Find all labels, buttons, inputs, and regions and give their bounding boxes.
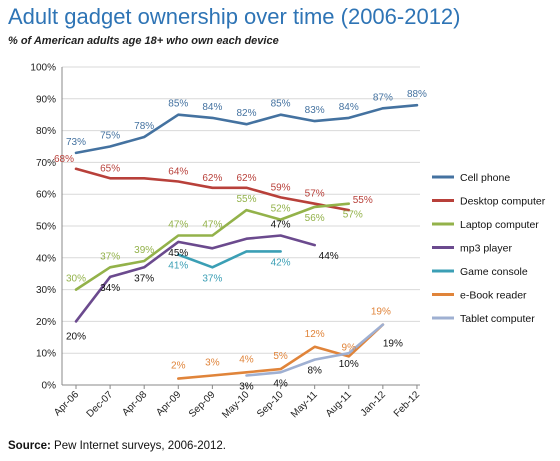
data-label: 75% (100, 131, 120, 142)
y-tick-label: 30% (36, 285, 56, 296)
data-label: 47% (202, 220, 222, 231)
data-label: 19% (383, 339, 403, 350)
data-label: 62% (202, 173, 222, 184)
data-label: 8% (307, 366, 322, 377)
x-tick-label: Apr-09 (154, 389, 183, 418)
x-tick-label: May-10 (220, 389, 252, 421)
series-lines (74, 103, 419, 380)
y-tick-label: 50% (36, 222, 56, 233)
data-label: 55% (236, 194, 256, 205)
series-line-laptop-computer (74, 202, 351, 291)
data-label: 37% (202, 273, 222, 284)
data-label: 4% (239, 354, 254, 365)
data-label: 83% (305, 105, 325, 116)
data-label: 20% (66, 331, 86, 342)
legend-label: Game console (460, 266, 528, 278)
legend-label: Cell phone (460, 172, 510, 184)
data-labels: 73% 75% 78% 85% 84% 82% 85% 83% 84% 87% 88% 68% 65% 6… (54, 89, 427, 392)
legend-label: Tablet computer (460, 313, 535, 325)
x-tick-label: Feb-12 (392, 389, 422, 419)
data-label: 5% (273, 351, 288, 362)
axes: 0% 10% 20% 30% 40% 50% 60% 70% 80% 90% 100% Apr-06 D… (30, 63, 422, 421)
data-label: 56% (305, 213, 325, 224)
data-label: 85% (271, 99, 291, 110)
data-label: 45% (168, 248, 188, 259)
legend-label: e-Book reader (460, 289, 527, 301)
y-tick-label: 60% (36, 190, 56, 201)
y-tick-label: 70% (36, 158, 56, 169)
data-label: 47% (168, 220, 188, 231)
x-tick-label: Apr-08 (120, 389, 149, 418)
data-label: 3% (205, 357, 220, 368)
series-line-tablet-computer (245, 323, 385, 377)
legend: Cell phone Desktop computer Laptop compute… (432, 172, 546, 325)
data-label: 10% (339, 359, 359, 370)
legend-label: Laptop computer (460, 219, 539, 231)
x-tick-label: May-11 (289, 389, 320, 420)
y-tick-label: 90% (36, 94, 56, 105)
chart-subtitle: % of American adults age 18+ who own eac… (8, 35, 279, 47)
data-label: 57% (343, 210, 363, 221)
data-label: 82% (236, 108, 256, 119)
y-tick-label: 20% (36, 317, 56, 328)
y-tick-label: 10% (36, 349, 56, 360)
x-tick-label: Aug-11 (324, 389, 354, 419)
data-label: 52% (271, 204, 291, 215)
series-line-cell-phone (74, 103, 419, 155)
x-tick-label: Dec-07 (85, 389, 116, 420)
data-label: 65% (100, 163, 120, 174)
legend-label: mp3 player (460, 242, 512, 254)
data-label: 68% (54, 154, 74, 165)
x-tick-label: Jan-12 (359, 389, 389, 419)
data-label: 84% (202, 102, 222, 113)
data-label: 34% (100, 283, 120, 294)
data-label: 39% (134, 245, 154, 256)
data-label: 4% (273, 378, 288, 389)
data-label: 9% (342, 342, 357, 353)
x-tick-label: Sep-10 (255, 389, 286, 420)
data-label: 88% (407, 89, 427, 100)
data-label: 64% (168, 166, 188, 177)
source-label: Source: (8, 440, 51, 452)
data-label: 84% (339, 102, 359, 113)
series-line-game-console (177, 250, 282, 269)
legend-label: Desktop computer (460, 195, 546, 207)
data-label: 3% (239, 381, 254, 392)
source-text: Pew Internet surveys, 2006-2012. (54, 440, 226, 452)
data-label: 41% (168, 261, 188, 272)
data-label: 47% (271, 220, 291, 231)
data-label: 62% (236, 173, 256, 184)
data-label: 37% (100, 251, 120, 262)
chart-title: Adult gadget ownership over time (2006-2… (8, 4, 461, 29)
data-label: 59% (271, 182, 291, 193)
series-line-e-book-reader (177, 323, 385, 380)
data-label: 2% (171, 361, 186, 372)
data-label: 30% (66, 274, 86, 285)
data-label: 57% (305, 189, 325, 200)
data-label: 42% (271, 257, 291, 268)
x-tick-label: Sep-09 (187, 389, 218, 420)
data-label: 78% (134, 121, 154, 132)
y-tick-label: 80% (36, 126, 56, 137)
data-label: 44% (319, 251, 339, 262)
data-label: 85% (168, 99, 188, 110)
x-tick-label: Apr-06 (52, 389, 81, 418)
data-label: 55% (353, 195, 373, 206)
y-tick-label: 40% (36, 253, 56, 264)
y-tick-label: 0% (42, 381, 57, 392)
data-label: 12% (305, 329, 325, 340)
data-label: 37% (134, 273, 154, 284)
data-label: 19% (371, 307, 391, 318)
source-note: Source: Pew Internet surveys, 2006-2012. (8, 440, 226, 452)
series-line-mp3-player (74, 234, 316, 323)
data-label: 87% (373, 92, 393, 103)
data-label: 73% (66, 137, 86, 148)
series-line-desktop-computer (74, 167, 351, 212)
y-tick-label: 100% (30, 63, 56, 74)
